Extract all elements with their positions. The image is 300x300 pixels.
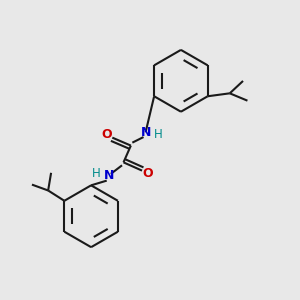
Text: H: H — [154, 128, 162, 141]
Text: O: O — [142, 167, 153, 180]
Text: N: N — [103, 169, 114, 182]
Text: N: N — [140, 126, 151, 139]
Text: O: O — [102, 128, 112, 141]
Text: H: H — [92, 167, 101, 180]
